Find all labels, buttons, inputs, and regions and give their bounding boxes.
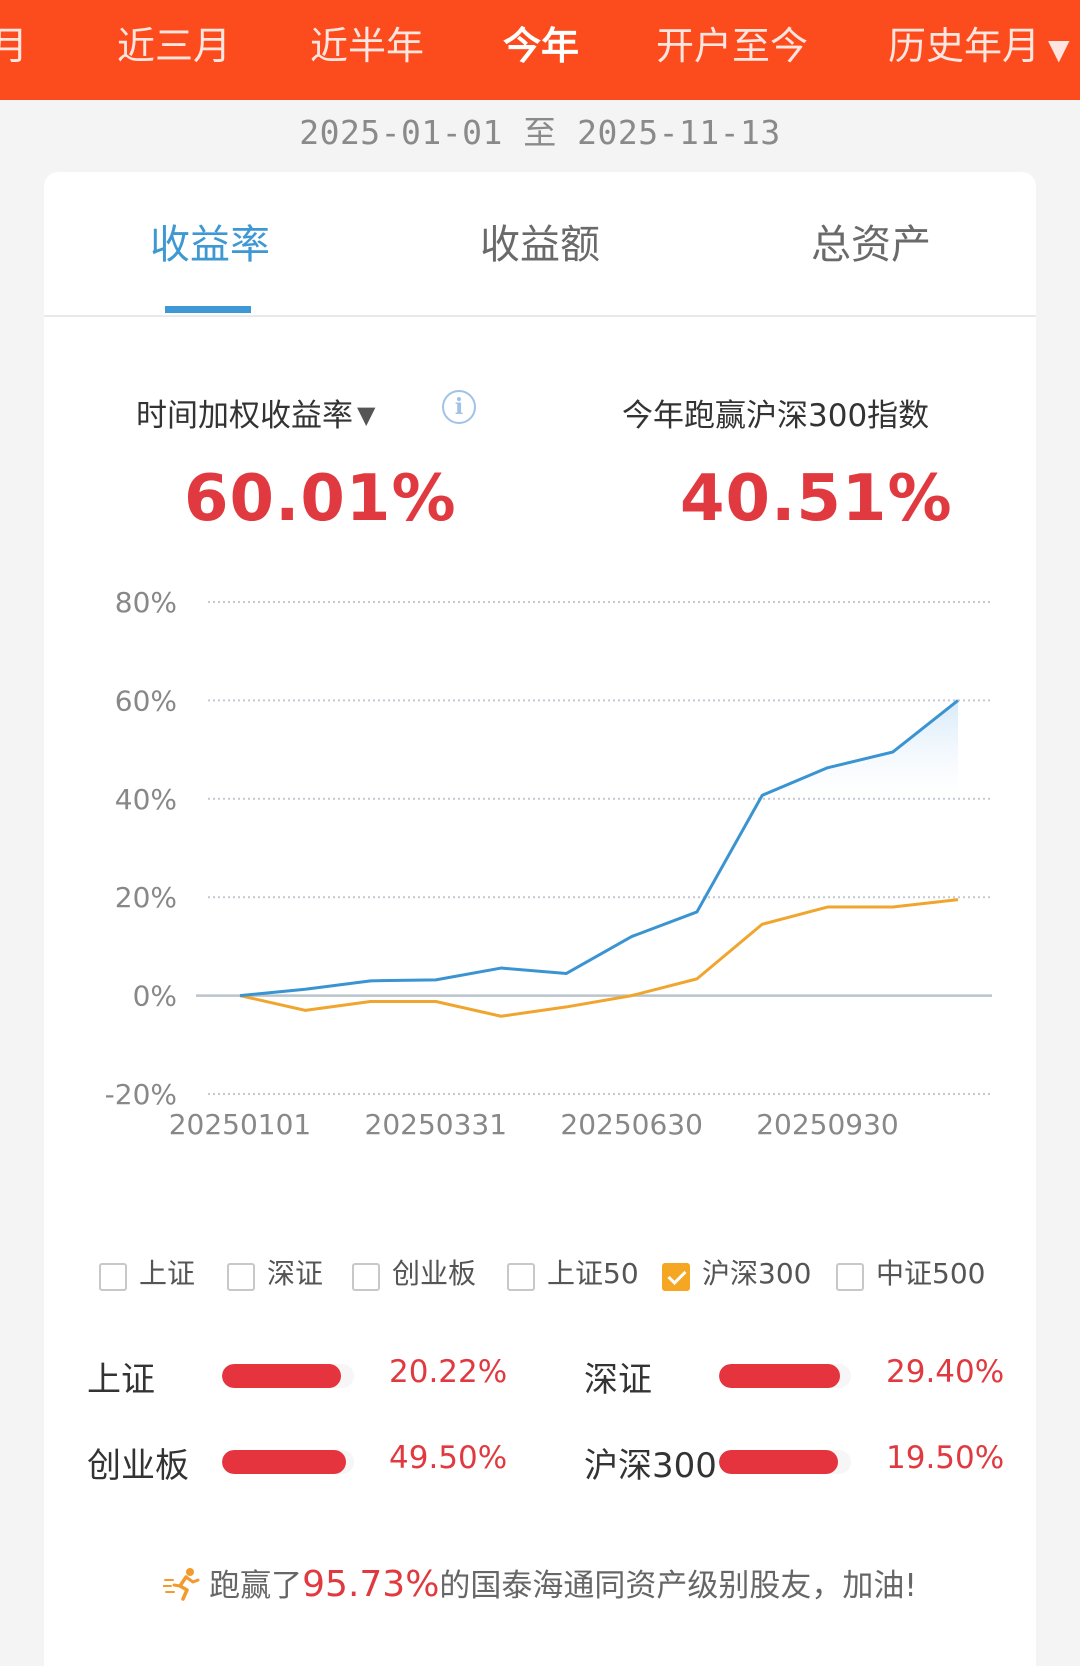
- legend-sse50[interactable]: 上证50: [507, 1252, 639, 1291]
- ranking-message: 跑赢了95.73%的国泰海通同资产级别股友，加油!: [44, 1560, 1036, 1605]
- y-tick-label: 60%: [115, 684, 177, 717]
- period-tab-bar: 月 近三月 近半年 今年 开户至今 历史年月 ▼: [0, 0, 1080, 100]
- checkbox-icon[interactable]: [507, 1263, 535, 1291]
- checkbox-icon[interactable]: [836, 1263, 864, 1291]
- benchmark-label: 今年跑赢沪深300指数: [622, 398, 930, 434]
- checkbox-icon[interactable]: [99, 1263, 127, 1291]
- legend-label: 上证: [139, 1257, 196, 1290]
- index-value-shanghai: 20.22%: [389, 1354, 508, 1390]
- checkbox-checked-icon[interactable]: [662, 1263, 690, 1291]
- date-range: 2025-01-01 至 2025-11-13: [299, 113, 781, 152]
- caret-down-icon[interactable]: ▼: [1048, 33, 1070, 66]
- x-tick-label: 20250930: [756, 1108, 899, 1141]
- index-value-shenzhen: 29.40%: [886, 1354, 1005, 1390]
- tab-since-opening[interactable]: 开户至今: [656, 24, 809, 68]
- metric-tab-bar: 收益率 收益额 总资产: [44, 172, 1036, 317]
- tab-return-amount[interactable]: 收益额: [480, 222, 600, 268]
- index-name-chinext: 创业板: [87, 1446, 189, 1486]
- tab-one-month[interactable]: 月: [0, 24, 29, 68]
- tab-return-rate[interactable]: 收益率: [150, 222, 270, 268]
- index-name-csi300: 沪深300: [584, 1446, 717, 1486]
- series-area-fill: [762, 700, 958, 796]
- csi300-return-line: [239, 898, 959, 1018]
- index-bar-fill: [222, 1450, 347, 1474]
- index-bar-fill: [719, 1364, 841, 1388]
- ranking-suffix: 的国泰海通同资产级别股友，加油!: [439, 1568, 917, 1604]
- legend-label: 中证500: [876, 1257, 986, 1290]
- index-bar-shenzhen: [719, 1364, 851, 1388]
- y-tick-label: 40%: [115, 783, 177, 816]
- y-tick-label: 20%: [115, 881, 177, 914]
- index-bar-chinext: [222, 1450, 354, 1474]
- excess-return-value: 40.51%: [680, 462, 953, 536]
- returns-card: 收益率 收益额 总资产 时间加权收益率 ▼ i 今年跑赢沪深300指数 60.01…: [44, 172, 1036, 1666]
- y-tick-label: 0%: [133, 980, 177, 1013]
- index-name-shenzhen: 深证: [584, 1360, 652, 1400]
- y-tick-label: -20%: [105, 1078, 177, 1111]
- x-tick-label: 20250630: [560, 1108, 703, 1141]
- index-bar-csi300: [719, 1450, 851, 1474]
- tab-history-label: 历史年月: [888, 24, 1041, 68]
- triangle-down-icon: ▼: [357, 401, 376, 429]
- tab-half-year[interactable]: 近半年: [310, 24, 425, 68]
- index-value-csi300: 19.50%: [886, 1440, 1005, 1476]
- info-icon[interactable]: i: [442, 390, 476, 424]
- tab-this-year[interactable]: 今年: [503, 24, 580, 68]
- return-line-chart: 80% 60% 40% 20% 0% -20%20250101 20250331 202506…: [105, 586, 992, 1141]
- index-name-shanghai: 上证: [87, 1360, 155, 1400]
- tab-three-months[interactable]: 近三月: [117, 24, 232, 68]
- return-type-label: 时间加权收益率: [136, 398, 353, 434]
- return-type-selector[interactable]: 时间加权收益率 ▼: [136, 390, 375, 435]
- x-tick-label: 20250331: [365, 1108, 508, 1141]
- index-value-chinext: 49.50%: [389, 1440, 508, 1476]
- tab-history-monthly[interactable]: 历史年月 ▼: [888, 0, 1070, 100]
- index-bar-fill: [222, 1364, 341, 1388]
- tab-total-assets[interactable]: 总资产: [811, 222, 931, 268]
- index-bar-fill: [719, 1450, 838, 1474]
- legend-label: 上证50: [547, 1257, 639, 1290]
- checkbox-icon[interactable]: [352, 1263, 380, 1291]
- x-tick-label: 20250101: [169, 1108, 312, 1141]
- legend-csi500[interactable]: 中证500: [836, 1252, 986, 1291]
- active-tab-indicator: [165, 306, 251, 313]
- portfolio-return-line: [239, 699, 959, 998]
- legend-label: 深证: [267, 1257, 324, 1290]
- index-bar-shanghai: [222, 1364, 354, 1388]
- checkbox-icon[interactable]: [227, 1263, 255, 1291]
- legend-chinext[interactable]: 创业板: [352, 1252, 477, 1291]
- legend-shanghai[interactable]: 上证: [99, 1252, 196, 1291]
- return-rate-value: 60.01%: [184, 462, 457, 536]
- legend-csi300[interactable]: 沪深300: [662, 1252, 812, 1291]
- legend-shenzhen[interactable]: 深证: [227, 1252, 324, 1291]
- legend-label: 创业板: [392, 1257, 477, 1290]
- y-tick-label: 80%: [115, 586, 177, 619]
- legend-label: 沪深300: [702, 1257, 812, 1290]
- ranking-percent: 95.73%: [302, 1564, 440, 1605]
- ranking-prefix: 跑赢了: [209, 1568, 303, 1604]
- runner-icon: [163, 1568, 200, 1601]
